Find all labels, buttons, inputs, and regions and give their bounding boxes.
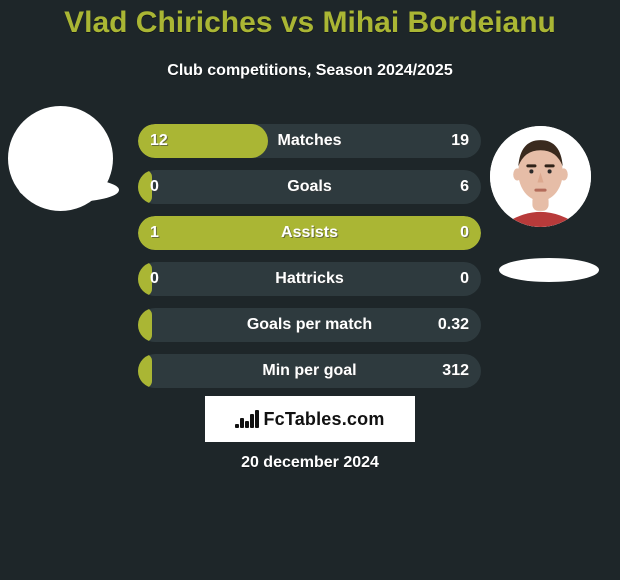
stat-row-label: Min per goal	[262, 362, 356, 380]
title: Vlad Chiriches vs Mihai Bordeianu	[0, 6, 620, 40]
stat-row-fill	[138, 308, 152, 342]
right-player-avatar	[490, 126, 591, 227]
stat-row-right-value: 0	[460, 270, 469, 288]
stat-row-right-value: 0.32	[438, 316, 469, 334]
comparison-infographic: Vlad Chiriches vs Mihai Bordeianu Club c…	[0, 0, 620, 580]
stat-row-left-value: 1	[150, 224, 159, 242]
stat-row-left-value: 0	[150, 178, 159, 196]
logo-text: FcTables.com	[263, 409, 384, 430]
stat-row-right-value: 0	[460, 224, 469, 242]
stat-row-left-value: 12	[150, 132, 168, 150]
stat-row-label: Assists	[281, 224, 338, 242]
right-player-shadow	[499, 258, 599, 282]
stat-row: Min per goal 312	[138, 354, 481, 388]
fctables-logo: FcTables.com	[205, 396, 415, 442]
stat-row: Hattricks 0 0	[138, 262, 481, 296]
stat-row-fill	[138, 354, 152, 388]
stat-row-label: Goals	[287, 178, 331, 196]
stat-row-right-value: 312	[442, 362, 469, 380]
stat-rows: Matches1219Goals06Assists10Hattricks00Go…	[138, 124, 481, 388]
stat-row-label: Hattricks	[275, 270, 343, 288]
stat-row-label: Goals per match	[247, 316, 372, 334]
stat-row: Matches 12 19	[138, 124, 481, 158]
stat-row-left-value: 0	[150, 270, 159, 288]
logo-bars-icon	[235, 410, 257, 428]
stat-row-label: Matches	[277, 132, 341, 150]
stat-row-right-value: 19	[451, 132, 469, 150]
stat-row: Goals 0 6	[138, 170, 481, 204]
date-line: 20 december 2024	[0, 454, 620, 472]
stat-row-right-value: 6	[460, 178, 469, 196]
stat-row: Goals per match 0.32	[138, 308, 481, 342]
left-player-shadow	[19, 178, 119, 202]
stat-row: Assists 1 0	[138, 216, 481, 250]
subtitle: Club competitions, Season 2024/2025	[0, 62, 620, 80]
right-player-face-icon	[490, 126, 591, 227]
